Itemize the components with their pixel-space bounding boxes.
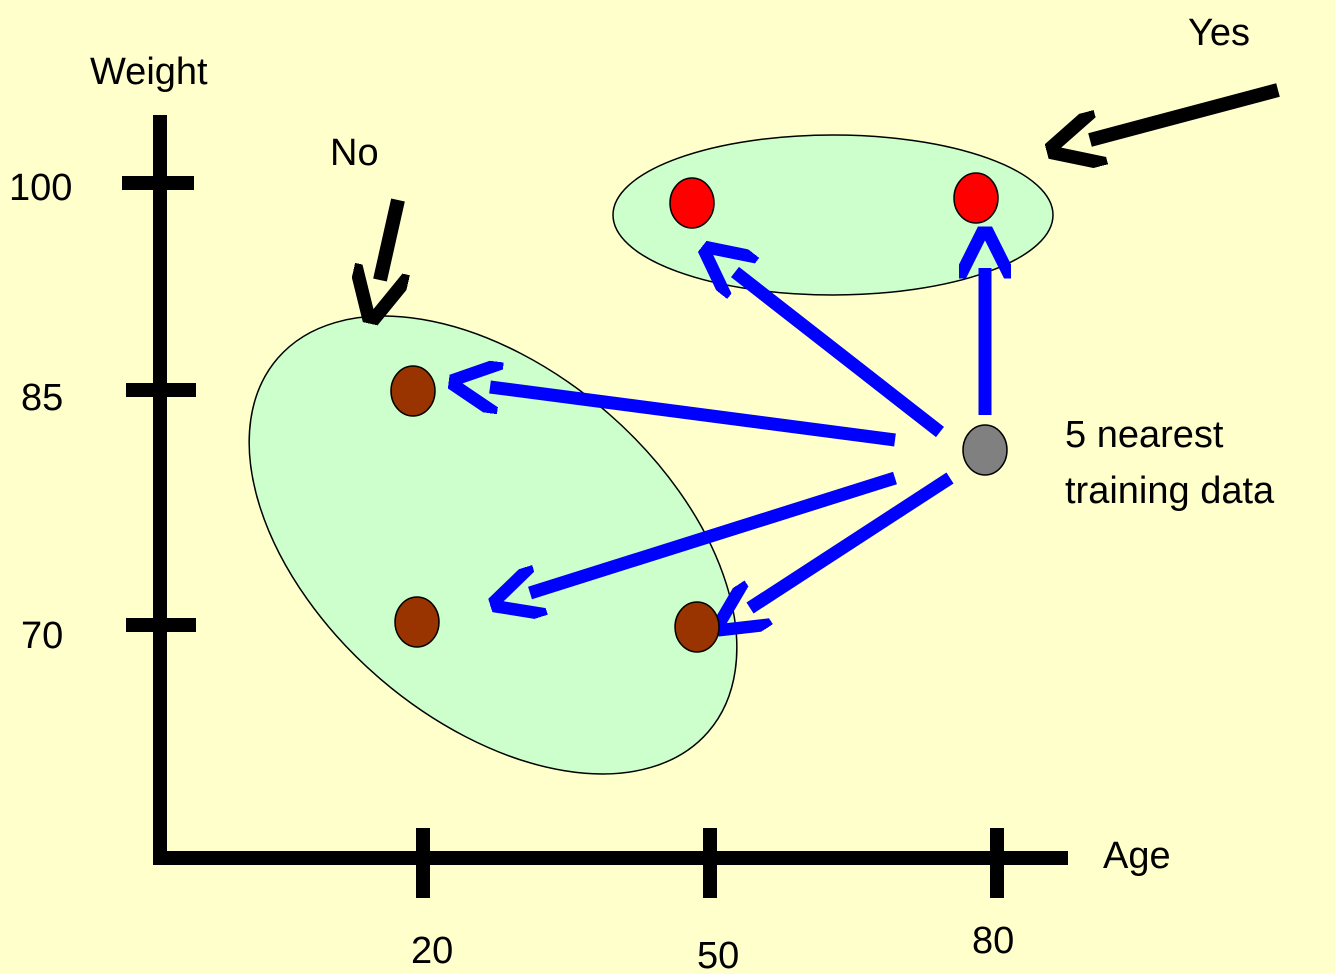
no-point-20-85	[390, 365, 436, 417]
yes-point-80-100	[953, 172, 999, 224]
no-point-50-70	[674, 601, 720, 653]
no-point-20-70	[394, 596, 440, 648]
no-cluster-label: No	[330, 132, 379, 174]
arrow-to-no-bottom-right	[750, 472, 954, 608]
no-cluster-ellipse	[248, 315, 738, 775]
y-axis-label: Weight	[90, 51, 208, 93]
x-axis	[153, 828, 1068, 898]
y-tick-label-100: 100	[9, 167, 72, 209]
arrow-to-yes-left	[735, 272, 944, 438]
yes-cluster-label: Yes	[1188, 12, 1250, 54]
y-axis	[122, 115, 196, 862]
yes-point-50-100	[669, 177, 715, 229]
x-tick-label-20: 20	[411, 930, 453, 972]
x-tick-label-50: 50	[697, 935, 739, 974]
no-pointer-arrow	[380, 198, 398, 280]
arrow-to-no-top	[490, 387, 896, 447]
nearest-neighbour-arrows	[490, 268, 985, 608]
arrow-to-no-bottom-left	[530, 471, 897, 593]
query-label-line-1: 5 nearest	[1065, 414, 1224, 456]
query-point	[962, 424, 1008, 476]
y-tick-label-85: 85	[21, 377, 63, 419]
y-tick-label-70: 70	[21, 615, 63, 657]
x-tick-label-80: 80	[972, 920, 1014, 962]
query-label-line-2: training data	[1065, 470, 1275, 512]
yes-pointer-arrow	[1090, 83, 1280, 140]
x-axis-label: Age	[1103, 835, 1171, 877]
